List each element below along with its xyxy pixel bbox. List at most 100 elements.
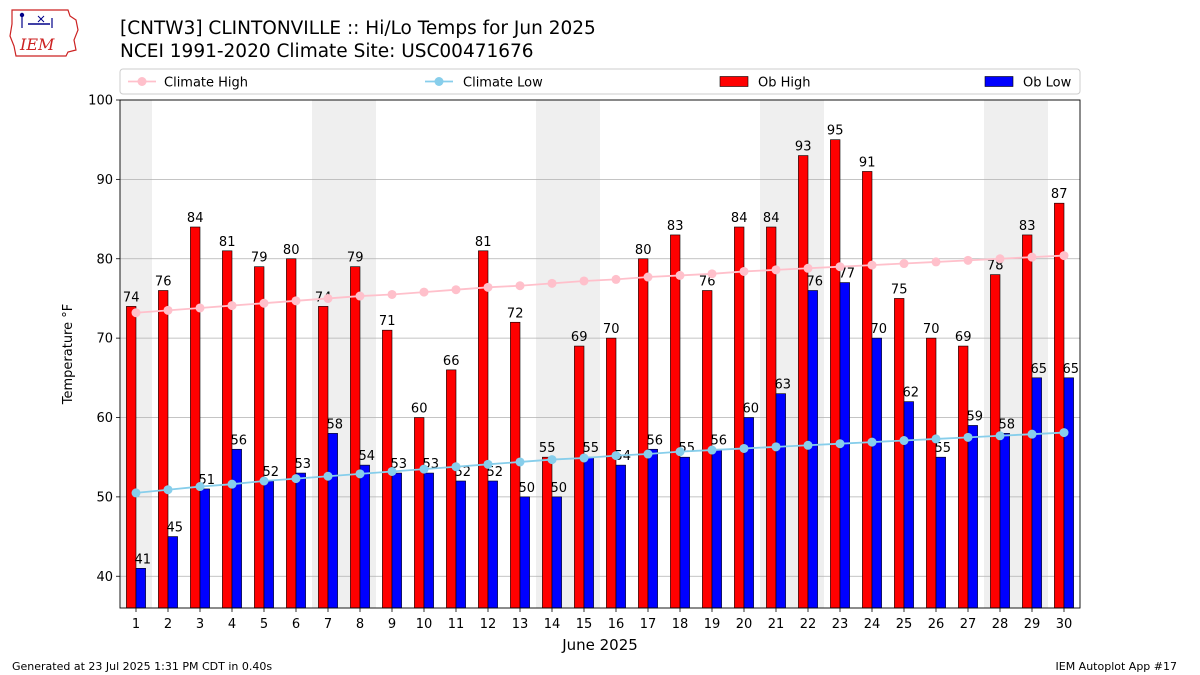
ob-low-label: 62 — [903, 386, 920, 401]
y-axis-label: Temperature °F — [61, 304, 76, 405]
ob-high-label: 79 — [347, 251, 364, 266]
ob-low-bar — [551, 496, 562, 609]
climate-low-point — [611, 451, 621, 461]
ob-high-label: 71 — [379, 314, 396, 329]
climate-high-point — [323, 293, 333, 303]
ob-low-label: 56 — [647, 433, 664, 448]
ob-high-label: 66 — [443, 354, 460, 369]
x-tick-label: 15 — [576, 617, 593, 632]
legend-climate-high-marker — [137, 77, 147, 86]
x-tick-label: 5 — [260, 617, 268, 632]
ob-low-label: 53 — [295, 457, 312, 472]
ob-high-label: 91 — [859, 155, 876, 170]
x-tick-label: 25 — [896, 617, 913, 632]
ob-low-label: 52 — [487, 465, 504, 480]
x-tick-label: 16 — [608, 617, 625, 632]
ob-low-label: 63 — [775, 378, 792, 393]
x-tick-label: 3 — [196, 617, 204, 632]
ob-low-label: 54 — [359, 449, 376, 464]
climate-high-point — [739, 266, 749, 276]
ob-high-label: 80 — [283, 243, 300, 258]
ob-high-bar — [926, 337, 937, 609]
ob-high-bar — [414, 417, 425, 609]
climate-high-point — [867, 260, 877, 270]
x-tick-label: 7 — [324, 617, 332, 632]
climate-low-point — [547, 455, 557, 465]
y-tick-label: 100 — [88, 94, 113, 109]
climate-low-point — [291, 474, 301, 484]
x-tick-label: 27 — [960, 617, 977, 632]
climate-high-point — [483, 282, 493, 292]
ob-low-label: 76 — [807, 275, 824, 290]
climate-low-point — [771, 442, 781, 452]
x-tick-label: 19 — [704, 617, 721, 632]
ob-high-bar — [1054, 202, 1065, 609]
ob-high-label: 95 — [827, 124, 844, 139]
x-tick-label: 11 — [448, 617, 465, 632]
ob-low-label: 55 — [935, 441, 952, 456]
ob-high-bar — [350, 266, 361, 609]
legend-box — [119, 68, 1081, 95]
y-tick-label: 70 — [96, 332, 113, 347]
ob-high-bar — [158, 290, 169, 609]
climate-low-point — [1027, 429, 1037, 439]
ob-low-label: 58 — [999, 417, 1016, 432]
x-tick-label: 12 — [480, 617, 497, 632]
climate-high-point — [515, 281, 525, 291]
iem-logo: IEM — [9, 9, 79, 57]
ob-high-bar — [542, 456, 553, 609]
ob-high-label: 60 — [411, 402, 428, 417]
ob-high-bar — [190, 226, 201, 609]
climate-high-point — [131, 308, 141, 318]
climate-low-point — [259, 476, 269, 486]
climate-low-point — [835, 439, 845, 449]
ob-low-bar — [487, 480, 498, 609]
ob-high-label: 55 — [539, 441, 556, 456]
ob-high-label: 79 — [251, 251, 268, 266]
ob-high-label: 83 — [667, 219, 684, 234]
x-tick-label: 10 — [416, 617, 433, 632]
climate-low-point — [931, 434, 941, 444]
ob-low-label: 59 — [967, 409, 984, 424]
ob-high-bar — [734, 226, 745, 609]
ob-high-label: 84 — [731, 211, 748, 226]
ob-high-label: 76 — [155, 275, 172, 290]
climate-low-point — [355, 469, 365, 479]
climate-high-point — [643, 272, 653, 282]
climate-low-point — [451, 462, 461, 472]
ob-low-label: 56 — [711, 433, 728, 448]
y-tick-label: 60 — [96, 411, 113, 426]
ob-low-bar — [391, 472, 402, 609]
legend-climate-low: Climate Low — [463, 76, 543, 91]
ob-low-bar — [1031, 377, 1042, 609]
ob-high-bar — [990, 274, 1001, 609]
x-tick-label: 23 — [832, 617, 849, 632]
ob-high-label: 70 — [603, 322, 620, 337]
climate-high-point — [451, 285, 461, 295]
ob-high-label: 69 — [571, 330, 588, 345]
ob-low-bar — [615, 464, 626, 609]
ob-low-label: 60 — [743, 402, 760, 417]
climate-high-point — [195, 303, 205, 313]
ob-low-bar — [583, 456, 594, 609]
ob-high-label: 81 — [475, 235, 492, 250]
legend-climate-low-marker — [434, 77, 444, 86]
ob-low-bar — [167, 536, 178, 609]
climate-low-point — [867, 437, 877, 447]
ob-high-label: 72 — [507, 306, 524, 321]
ob-high-label: 74 — [123, 290, 140, 305]
ob-low-bar — [871, 337, 882, 609]
ob-low-bar — [999, 433, 1010, 609]
ob-high-label: 84 — [187, 211, 204, 226]
climate-high-point — [1059, 251, 1069, 261]
plot-frame — [119, 99, 1081, 609]
ob-low-label: 65 — [1031, 362, 1048, 377]
climate-low-point — [227, 479, 237, 489]
x-tick-label: 29 — [1024, 617, 1041, 632]
climate-low-point — [163, 485, 173, 495]
ob-high-label: 87 — [1051, 187, 1068, 202]
ob-high-bar — [254, 266, 265, 609]
x-tick-label: 8 — [356, 617, 364, 632]
climate-low-point — [483, 459, 493, 469]
x-tick-label: 17 — [640, 617, 657, 632]
